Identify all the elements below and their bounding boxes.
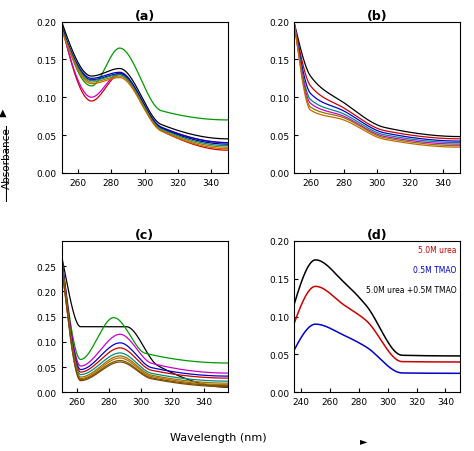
Title: (b): (b) — [366, 9, 387, 23]
Text: ►: ► — [360, 435, 368, 445]
Title: (d): (d) — [366, 229, 387, 241]
Title: (c): (c) — [135, 229, 154, 241]
Text: ▲: ▲ — [0, 108, 6, 118]
Text: 5.0M urea: 5.0M urea — [418, 246, 456, 255]
Title: (a): (a) — [135, 9, 155, 23]
Text: Wavelength (nm): Wavelength (nm) — [170, 432, 266, 442]
Text: 5.0M urea +0.5M TMAO: 5.0M urea +0.5M TMAO — [366, 285, 456, 294]
Text: 0.5M TMAO: 0.5M TMAO — [413, 266, 456, 275]
Text: Absorbance: Absorbance — [2, 127, 12, 189]
